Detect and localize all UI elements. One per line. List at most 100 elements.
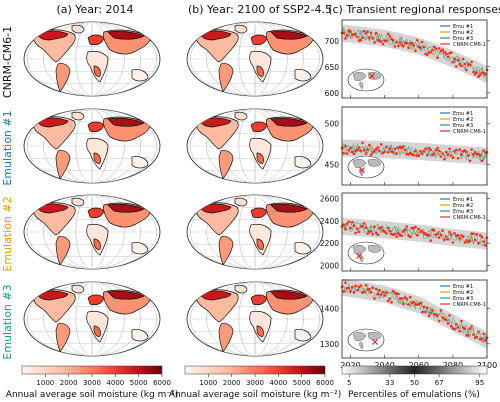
- esm-point: [441, 229, 444, 232]
- colorbar-tick: 3000: [83, 379, 101, 387]
- x-tick-label: 2080: [443, 361, 463, 370]
- land: [234, 284, 248, 294]
- land: [37, 30, 69, 41]
- x-tick-label: 2020: [340, 361, 360, 370]
- panel-frame: [341, 106, 488, 186]
- esm-point: [386, 299, 390, 303]
- row-label-0: CNRM-CM6-1: [1, 26, 14, 98]
- esm-point: [478, 153, 482, 157]
- esm-point: [347, 148, 351, 152]
- esm-point: [449, 51, 453, 54]
- esm-point: [436, 232, 439, 236]
- esm-point: [424, 147, 427, 150]
- y-tick-label: 700: [325, 37, 340, 46]
- title-c: (c) Transient regional responses: [328, 3, 500, 16]
- esm-point: [395, 152, 398, 155]
- esm-point: [407, 234, 410, 237]
- esm-point: [437, 319, 441, 323]
- esm-point: [362, 290, 366, 294]
- map-row1-col0: [23, 108, 161, 184]
- esm-point: [374, 31, 378, 35]
- esm-point: [347, 220, 351, 223]
- esm-point: [473, 150, 477, 154]
- colorbar-tick: 5000: [293, 379, 311, 387]
- esm-point: [373, 225, 376, 229]
- esm-point: [448, 147, 451, 151]
- esm-point: [437, 236, 441, 239]
- land: [71, 284, 85, 294]
- esm-point: [427, 234, 431, 237]
- esm-point: [391, 39, 395, 42]
- esm-point: [449, 233, 453, 236]
- esm-point: [429, 148, 433, 152]
- esm-point: [434, 47, 438, 50]
- legend-entry: Emu #2: [453, 117, 473, 123]
- esm-point: [376, 146, 380, 149]
- inset-map: [347, 328, 385, 352]
- esm-point: [342, 152, 346, 155]
- esm-point: [458, 330, 462, 333]
- land: [131, 329, 149, 342]
- colorbar-tick: 5000: [130, 379, 148, 387]
- legend-entry: CNRM-CM6-1: [453, 42, 486, 48]
- colorbar-tick: 1000: [199, 379, 217, 387]
- land: [107, 290, 145, 300]
- esm-point: [419, 301, 422, 305]
- esm-point: [405, 297, 409, 301]
- esm-point: [383, 294, 386, 297]
- esm-point: [359, 149, 363, 152]
- esm-point: [388, 147, 392, 150]
- esm-point: [456, 233, 460, 237]
- land: [131, 242, 149, 255]
- esm-point: [361, 36, 364, 39]
- esm-point: [444, 52, 448, 56]
- esm-point: [436, 146, 439, 150]
- esm-point: [437, 149, 441, 153]
- esm-point: [408, 235, 412, 239]
- esm-point: [480, 159, 484, 162]
- esm-point: [362, 149, 366, 152]
- esm-point: [427, 314, 431, 318]
- esm-point: [482, 149, 485, 152]
- esm-point: [345, 34, 349, 37]
- esm-point: [381, 290, 385, 294]
- land: [270, 203, 308, 213]
- esm-point: [417, 154, 421, 157]
- panel-frame: [341, 192, 488, 272]
- inset-map: [347, 155, 385, 179]
- land: [71, 197, 85, 207]
- esm-point: [429, 50, 433, 54]
- colorbar-tick: 3000: [246, 379, 264, 387]
- y-tick-label: 2600: [320, 195, 339, 204]
- esm-point: [446, 322, 450, 325]
- land: [107, 30, 145, 40]
- esm-point: [466, 334, 470, 337]
- esm-point: [402, 44, 405, 48]
- esm-point: [371, 151, 375, 154]
- esm-point: [344, 37, 347, 40]
- esm-point: [446, 237, 450, 241]
- land: [131, 69, 149, 82]
- esm-point: [477, 330, 480, 334]
- row-label-3: Emulation #3: [1, 284, 14, 359]
- land: [55, 63, 71, 93]
- esm-point: [478, 233, 482, 237]
- esm-point: [356, 288, 359, 292]
- esm-point: [436, 56, 439, 59]
- esm-point: [393, 147, 397, 151]
- esm-point: [431, 48, 434, 52]
- land: [55, 150, 71, 180]
- esm-point: [470, 148, 473, 151]
- esm-point: [408, 295, 412, 299]
- esm-point: [395, 235, 398, 238]
- land: [294, 156, 312, 169]
- colorbar-tick: 6000: [316, 379, 334, 387]
- land: [71, 111, 85, 121]
- legend-entry: CNRM-CM6-1: [453, 302, 486, 308]
- map-row2-col1: [186, 194, 324, 270]
- colorbar-soil-moisture: 1000 2000 3000 4000 5000 6000 1000 2000 3000 4000…: [6, 365, 341, 400]
- esm-point: [368, 36, 371, 39]
